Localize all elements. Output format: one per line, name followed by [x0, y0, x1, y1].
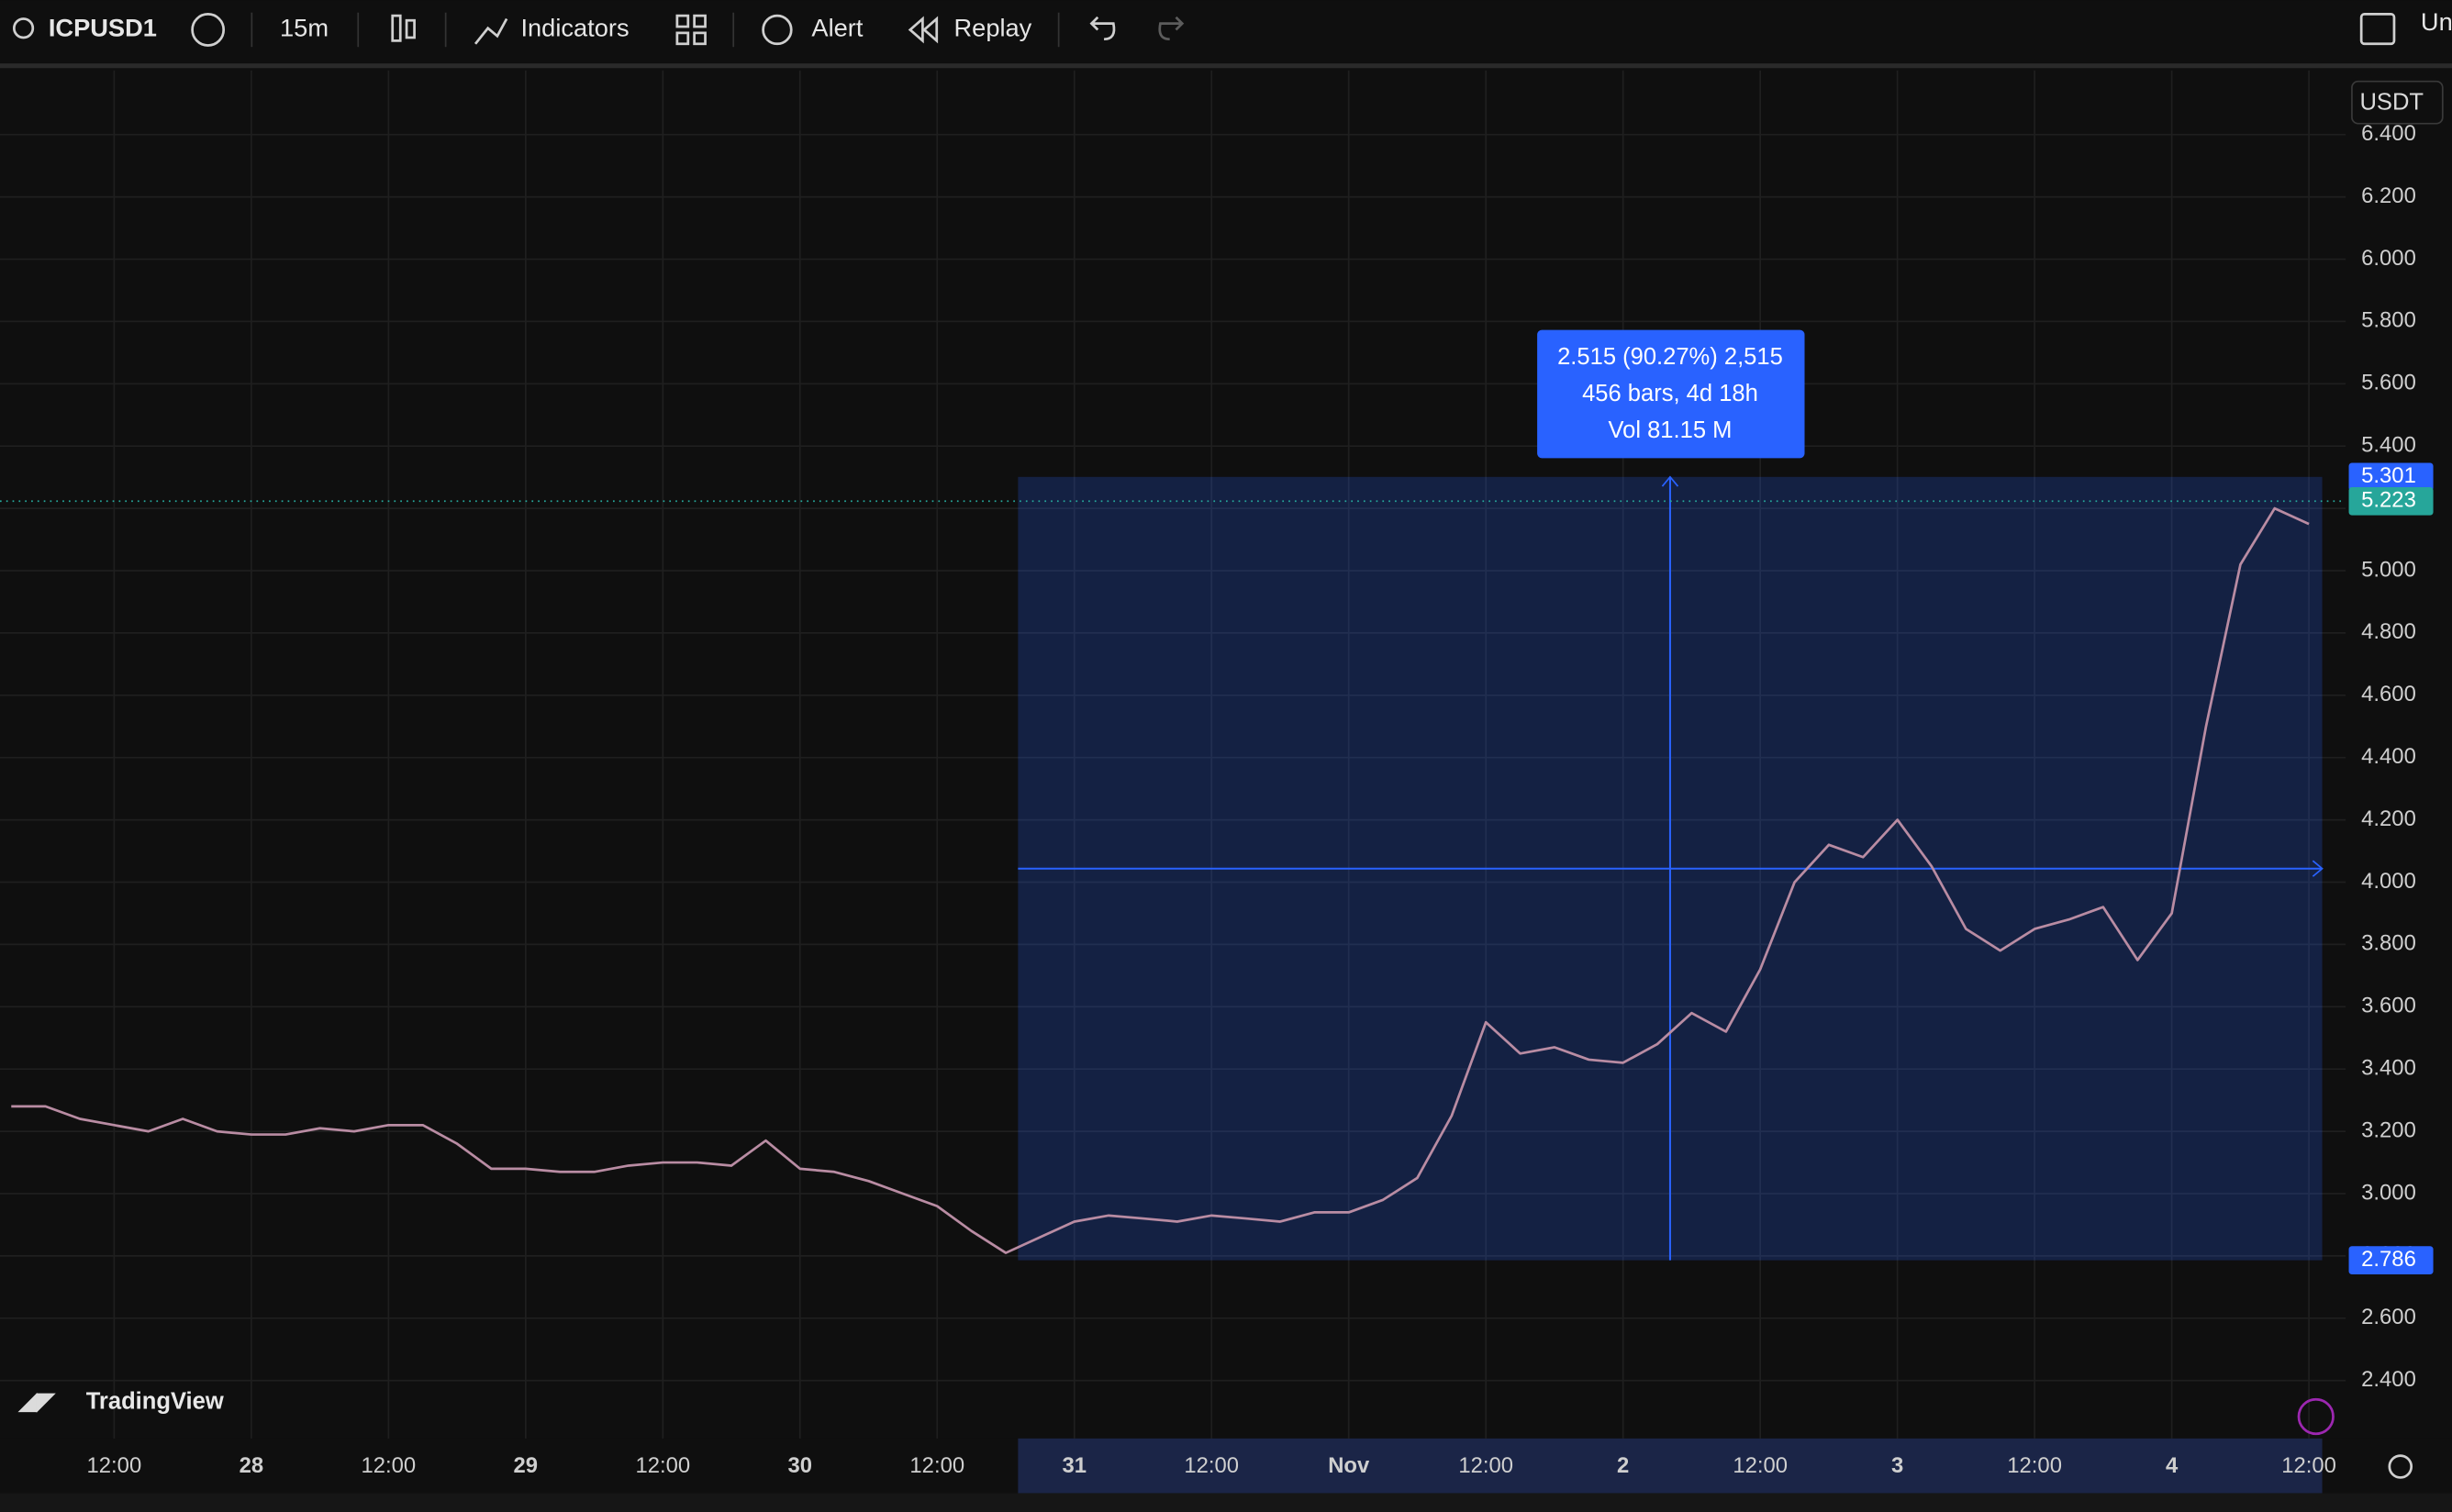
- y-tick-label: 2.600: [2361, 1305, 2416, 1329]
- last-price-label-box: [2348, 486, 2434, 516]
- y-tick-label: 4.600: [2361, 682, 2416, 706]
- y-tick-label: 6.000: [2361, 246, 2416, 271]
- y-tick-label: 3.400: [2361, 1055, 2416, 1080]
- x-tick-label: 12:00: [362, 1453, 417, 1478]
- y-tick-label: 3.600: [2361, 994, 2416, 1018]
- x-tick-label: 28: [240, 1453, 264, 1478]
- y-tick-label: 5.400: [2361, 432, 2416, 457]
- measure-high-label-box: [2348, 462, 2434, 492]
- fullscreen[interactable]: [2359, 13, 2396, 46]
- y-tick-label: 3.200: [2361, 1117, 2416, 1142]
- measure-low-label-box: [2348, 1246, 2434, 1274]
- add-symbol[interactable]: [191, 13, 226, 47]
- y-tick-label: 4.000: [2361, 869, 2416, 894]
- measure-low-label: 2.786: [2361, 1247, 2416, 1272]
- measure-v-arrow: [1661, 475, 1679, 487]
- undo[interactable]: [1089, 16, 1116, 41]
- watermark: TradingView: [86, 1388, 224, 1414]
- y-tick-label: 3.000: [2361, 1180, 2416, 1205]
- x-tick-label: 31: [1062, 1453, 1087, 1478]
- indicators-icon: [474, 17, 508, 45]
- x-tick-label: 12:00: [1458, 1453, 1513, 1478]
- x-tick-label: 12:00: [635, 1453, 690, 1478]
- x-tick-label: 4: [2166, 1453, 2179, 1478]
- y-tick-label: 6.200: [2361, 183, 2416, 208]
- bottom-strip: [0, 1493, 2452, 1512]
- measure-high-label: 5.301: [2361, 463, 2416, 488]
- y-tick-label: 5.600: [2361, 371, 2416, 395]
- chart-type[interactable]: [391, 14, 402, 42]
- plot-area: 2.4002.6002.8003.0003.2003.4003.6003.800…: [0, 70, 2452, 1512]
- y-tick-label: 6.400: [2361, 121, 2416, 146]
- last-price-label: 5.223: [2361, 488, 2416, 513]
- y-tick-label: 4.200: [2361, 806, 2416, 831]
- alert-badge[interactable]: [2297, 1397, 2335, 1436]
- measure-tooltip-line: 2.515 (90.27%) 2,515: [1557, 344, 1783, 370]
- logo-mark: ◢◤: [17, 1388, 57, 1414]
- measure-tooltip-line: 456 bars, 4d 18h: [1582, 381, 1758, 406]
- redo[interactable]: [1158, 16, 1185, 41]
- y-tick-label: 4.400: [2361, 744, 2416, 769]
- replay[interactable]: Replay: [953, 14, 1031, 42]
- layout-name[interactable]: Un: [2421, 7, 2452, 36]
- interval[interactable]: 15m: [280, 14, 329, 42]
- time-axis-highlight: [1018, 1438, 2323, 1494]
- measure-h-arrow: [2312, 860, 2324, 877]
- x-tick-label: 3: [1891, 1453, 1903, 1478]
- search-icon[interactable]: [12, 17, 35, 39]
- settings[interactable]: [2388, 1454, 2413, 1479]
- layouts[interactable]: [675, 14, 707, 46]
- x-tick-label: 12:00: [87, 1453, 142, 1478]
- y-tick-label: 4.800: [2361, 619, 2416, 644]
- y-tick-label: 2.400: [2361, 1367, 2416, 1392]
- x-tick-label: 12:00: [1184, 1453, 1239, 1478]
- x-tick-label: 2: [1617, 1453, 1629, 1478]
- measure-tooltip-line: Vol 81.15 M: [1608, 417, 1732, 443]
- x-tick-label: 12:00: [1733, 1453, 1788, 1478]
- x-tick-label: 12:00: [909, 1453, 964, 1478]
- indicators[interactable]: Indicators: [520, 14, 629, 42]
- toolbar: [0, 0, 2452, 64]
- x-tick-label: 12:00: [2007, 1453, 2062, 1478]
- x-tick-label: 30: [788, 1453, 813, 1478]
- x-tick-label: 29: [514, 1453, 539, 1478]
- y-tick-label: 5.000: [2361, 557, 2416, 582]
- price-line: [11, 506, 2310, 1254]
- alert[interactable]: Alert: [811, 14, 863, 42]
- chart-type-2: [405, 18, 416, 39]
- y-tick-label: 5.800: [2361, 308, 2416, 333]
- y-tick-label: 3.800: [2361, 931, 2416, 956]
- separators: [251, 12, 1060, 48]
- x-tick-label: Nov: [1328, 1453, 1370, 1478]
- currency[interactable]: USDT: [2359, 89, 2424, 115]
- currency-button[interactable]: [2351, 80, 2444, 125]
- replay-icon: [908, 16, 939, 44]
- alert-icon: [762, 14, 793, 46]
- x-tick-label: 12:00: [2281, 1453, 2336, 1478]
- measure-tooltip: [1537, 329, 1805, 459]
- symbol[interactable]: ICPUSD1: [49, 14, 157, 42]
